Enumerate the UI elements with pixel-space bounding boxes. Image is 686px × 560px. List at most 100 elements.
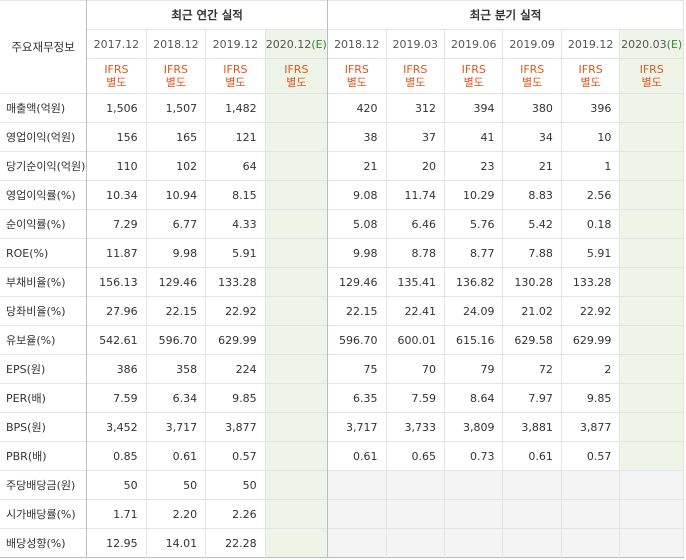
- ifrs-line2: 별도: [286, 76, 307, 89]
- quarterly-cell: 3,881: [502, 412, 562, 442]
- quarterly-cell: [502, 528, 562, 558]
- quarterly-cell: 129.46: [327, 267, 387, 297]
- quarterly-cell: [560, 499, 620, 529]
- annual-cell: 0.57: [205, 441, 266, 471]
- ifrs-label-annual-1: IFRS 별도: [145, 58, 206, 94]
- quarterly-cell: [619, 238, 684, 268]
- annual-cell: 5.91: [205, 238, 266, 268]
- row-label: 매출액(억원): [0, 93, 88, 123]
- row-label: EPS(원): [0, 354, 88, 384]
- quarterly-cell: 7.88: [502, 238, 562, 268]
- row-label: 시가배당률(%): [0, 499, 88, 529]
- annual-cell: 121: [205, 122, 266, 152]
- table-row: 시가배당률(%) 1.71 2.20 2.26: [0, 499, 684, 529]
- row-label: 영업이익률(%): [0, 180, 88, 210]
- period-header-row: 2017.12 2018.12 2019.12 2020.12(E) 2018.12 20…: [0, 29, 684, 59]
- table-body: 매출액(억원) 1,506 1,507 1,482 420 312 394 380 396 영업이…: [0, 93, 684, 558]
- period-annual-1: 2018.12: [145, 29, 206, 59]
- ifrs-line2: 별도: [641, 76, 662, 89]
- annual-cell: 27.96: [86, 296, 147, 326]
- table-row: BPS(원) 3,452 3,717 3,877 3,717 3,733 3,809 3,88…: [0, 412, 684, 442]
- quarterly-cell: 11.74: [385, 180, 445, 210]
- period-label: 2020.03: [621, 37, 667, 51]
- annual-cell: [264, 383, 329, 413]
- quarterly-cell: 9.08: [327, 180, 387, 210]
- table-row: 영업이익률(%) 10.34 10.94 8.15 9.08 11.74 10.29 8.83…: [0, 180, 684, 210]
- annual-cell: 6.77: [145, 209, 206, 239]
- annual-cell: 110: [86, 151, 147, 181]
- annual-cell: 386: [86, 354, 147, 384]
- ifrs-line2: 별도: [346, 76, 367, 89]
- annual-cell: 224: [205, 354, 266, 384]
- annual-cell: 102: [145, 151, 206, 181]
- annual-cell: 50: [145, 470, 206, 500]
- table-row: ROE(%) 11.87 9.98 5.91 9.98 8.78 8.77 7.88 5.91: [0, 238, 684, 268]
- quarterly-cell: 2.56: [560, 180, 620, 210]
- annual-cell: 7.59: [86, 383, 147, 413]
- period-annual-3: 2020.12(E): [264, 29, 329, 59]
- annual-cell: [264, 325, 329, 355]
- quarterly-cell: 7.59: [385, 383, 445, 413]
- annual-cell: 8.15: [205, 180, 266, 210]
- quarterly-cell: [619, 499, 684, 529]
- table-row: 당좌비율(%) 27.96 22.15 22.92 22.15 22.41 24.09 21.…: [0, 296, 684, 326]
- quarterly-cell: [502, 499, 562, 529]
- period-label: 2019.06: [450, 37, 497, 51]
- row-label: 당기순이익(억원): [0, 151, 88, 181]
- quarterly-cell: 9.85: [560, 383, 620, 413]
- quarterly-cell: [327, 528, 387, 558]
- period-annual-0: 2017.12: [86, 29, 147, 59]
- quarterly-cell: 6.35: [327, 383, 387, 413]
- quarterly-cell: 0.73: [443, 441, 503, 471]
- annual-cell: 133.28: [205, 267, 266, 297]
- quarterly-cell: 7.97: [502, 383, 562, 413]
- quarterly-cell: [327, 470, 387, 500]
- quarterly-cell: [385, 470, 445, 500]
- row-label: PBR(배): [0, 441, 88, 471]
- row-label: 유보율(%): [0, 325, 88, 355]
- period-label: 2018.12: [334, 37, 380, 51]
- ifrs-label-annual-0: IFRS 별도: [86, 58, 147, 94]
- quarterly-cell: 629.58: [502, 325, 562, 355]
- quarterly-cell: 37: [385, 122, 445, 152]
- ifrs-line2: 별도: [463, 76, 484, 89]
- quarterly-cell: 5.91: [560, 238, 620, 268]
- table-row: 매출액(억원) 1,506 1,507 1,482 420 312 394 380 396: [0, 93, 684, 123]
- quarterly-cell: 5.76: [443, 209, 503, 239]
- table-row: 배당성향(%) 12.95 14.01 22.28: [0, 528, 684, 558]
- ifrs-label-quarterly-4: IFRS 별도: [560, 58, 620, 94]
- annual-cell: [264, 470, 329, 500]
- quarterly-cell: 24.09: [443, 296, 503, 326]
- period-quarterly-1: 2019.03: [385, 29, 445, 59]
- quarterly-cell: [385, 528, 445, 558]
- annual-cell: 0.61: [145, 441, 206, 471]
- annual-cell: 3,717: [145, 412, 206, 442]
- quarterly-cell: 312: [385, 93, 445, 123]
- quarterly-cell: [619, 412, 684, 442]
- table-row: 영업이익(억원) 156 165 121 38 37 41 34 10: [0, 122, 684, 152]
- quarterly-cell: 133.28: [560, 267, 620, 297]
- quarterly-cell: [619, 470, 684, 500]
- ifrs-line1: IFRS: [104, 63, 129, 76]
- ifrs-label-quarterly-0: IFRS 별도: [327, 58, 387, 94]
- period-quarterly-0: 2018.12: [327, 29, 387, 59]
- quarterly-cell: [619, 354, 684, 384]
- annual-cell: [264, 412, 329, 442]
- ifrs-label-annual-3: IFRS 별도: [264, 58, 329, 94]
- period-quarterly-5: 2020.03(E): [619, 29, 684, 59]
- quarterly-cell: [327, 499, 387, 529]
- quarterly-cell: [619, 528, 684, 558]
- quarterly-cell: 0.18: [560, 209, 620, 239]
- annual-cell: 1.71: [86, 499, 147, 529]
- group-header-row: 주요재무정보 최근 연간 실적 최근 분기 실적: [0, 0, 684, 94]
- ifrs-label-quarterly-2: IFRS 별도: [443, 58, 503, 94]
- estimate-mark: (E): [311, 37, 327, 51]
- table-row: 부채비율(%) 156.13 129.46 133.28 129.46 135.41 136…: [0, 267, 684, 297]
- annual-cell: [264, 296, 329, 326]
- annual-cell: 22.15: [145, 296, 206, 326]
- period-label: 2020.12: [265, 37, 312, 51]
- quarterly-cell: 3,717: [327, 412, 387, 442]
- quarterly-cell: 10.29: [443, 180, 503, 210]
- quarterly-cell: 70: [385, 354, 445, 384]
- quarterly-cell: [619, 296, 684, 326]
